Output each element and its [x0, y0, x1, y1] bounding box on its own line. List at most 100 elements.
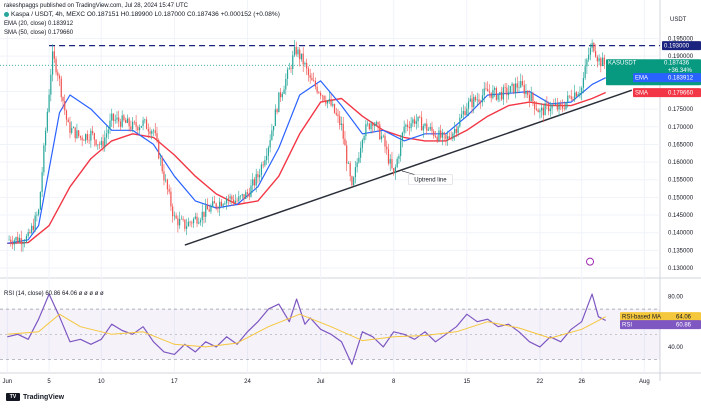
candle-up — [358, 157, 360, 163]
candle-up — [239, 195, 242, 197]
symbol-line: Kaspa / USDT, 4h, MEXC O0.187151 H0.1899… — [4, 11, 280, 19]
candle-up — [380, 136, 383, 140]
candle-up — [285, 78, 287, 90]
candle-down — [248, 193, 250, 197]
candle-up — [574, 92, 576, 100]
candle-up — [332, 104, 334, 106]
rsi-tag-label: RSI — [622, 323, 632, 329]
candle-down — [391, 159, 393, 169]
candle-down — [532, 92, 534, 102]
candle-down — [501, 92, 503, 100]
candle-up — [100, 141, 102, 145]
candle-down — [220, 201, 223, 206]
sma-tag-label: SMA — [635, 91, 648, 97]
sma-tag-bg — [633, 88, 701, 98]
candle-up — [454, 128, 456, 134]
candle-down — [78, 130, 80, 136]
candle-down — [125, 120, 127, 123]
candle-up — [222, 204, 224, 206]
candle-up — [460, 114, 463, 118]
candle-down — [471, 98, 473, 107]
candle-down — [102, 141, 104, 147]
candle-down — [67, 119, 69, 123]
candle-down — [64, 101, 66, 111]
candle-down — [279, 92, 282, 98]
candle-down — [575, 92, 578, 97]
candle-up — [15, 237, 17, 241]
time-tick-label: Jul — [317, 379, 325, 385]
candle-up — [50, 74, 52, 95]
candle-up — [424, 123, 426, 126]
candle-up — [274, 109, 276, 127]
candle-down — [593, 43, 595, 52]
candle-down — [145, 119, 148, 130]
candle-up — [27, 231, 29, 237]
candle-up — [288, 68, 290, 70]
price-tick-label: 0.135000 — [668, 248, 694, 254]
candle-down — [163, 171, 165, 181]
candle-down — [443, 132, 445, 135]
candle-up — [41, 172, 43, 192]
rsi-pane — [0, 293, 660, 366]
candle-down — [175, 215, 177, 219]
candle-down — [60, 78, 62, 98]
candle-down — [407, 124, 409, 128]
candle-down — [542, 107, 544, 116]
rsi-ma-line — [7, 313, 606, 348]
candle-up — [241, 194, 243, 196]
candle-down — [86, 134, 88, 140]
candle-up — [417, 116, 419, 122]
rsi-ma-tag-value: 64.06 — [676, 315, 692, 321]
price-tags: 0.193000KASUSDT0.187436+36.34%12:13EMA0.… — [606, 41, 701, 330]
candle-down — [182, 218, 184, 220]
currency-label: USDT — [670, 17, 687, 23]
candle-up — [366, 123, 369, 125]
candle-up — [85, 134, 87, 141]
candle-up — [567, 95, 569, 103]
price-tick-label: 0.130000 — [668, 266, 694, 272]
time-tick-label: 5 — [47, 379, 51, 385]
candle-up — [255, 174, 257, 186]
candle-down — [10, 239, 12, 243]
candle-down — [426, 123, 428, 131]
candle-up — [250, 185, 252, 197]
candle-up — [427, 129, 430, 131]
candle-up — [114, 119, 116, 121]
candle-down — [488, 91, 491, 93]
candle-up — [31, 225, 33, 233]
candle-up — [43, 145, 45, 173]
candle-up — [97, 144, 99, 146]
candle-down — [368, 123, 370, 130]
candle-up — [159, 158, 162, 159]
candle-down — [408, 127, 410, 129]
candle-up — [457, 126, 459, 133]
candle-down — [386, 146, 388, 150]
candle-down — [206, 205, 209, 210]
candle-down — [215, 203, 217, 208]
price-tick-label: 0.140000 — [668, 231, 694, 237]
candle-down — [29, 231, 31, 233]
candle-up — [530, 92, 532, 102]
candle-up — [373, 125, 376, 126]
rsi-tag-bg — [620, 320, 701, 330]
candle-up — [481, 95, 484, 103]
candle-down — [319, 92, 322, 96]
candle-down — [79, 135, 82, 138]
candle-down — [561, 105, 564, 109]
candle-up — [111, 113, 113, 121]
candle-up — [467, 101, 470, 109]
candle-down — [177, 218, 179, 226]
candle-up — [34, 215, 36, 230]
candle-down — [556, 103, 558, 110]
candle-up — [588, 54, 590, 60]
candle-down — [236, 200, 238, 202]
candle-down — [81, 137, 83, 141]
candle-up — [224, 203, 226, 205]
candle-down — [208, 209, 210, 212]
candle-up — [226, 198, 228, 204]
alert-icon — [586, 257, 595, 266]
candle-down — [547, 103, 550, 112]
candle-down — [527, 90, 529, 95]
